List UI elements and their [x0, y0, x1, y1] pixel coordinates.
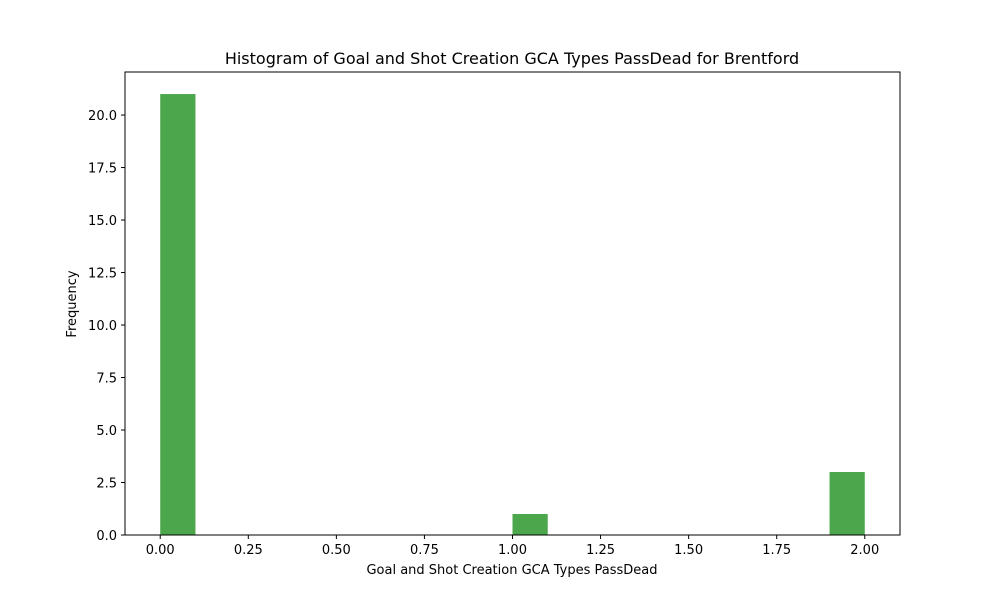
x-axis-label: Goal and Shot Creation GCA Types PassDea… — [366, 563, 657, 578]
y-tick-label: 5.0 — [96, 424, 117, 439]
histogram-bar-2 — [829, 472, 865, 535]
x-tick-label: 1.25 — [586, 543, 615, 558]
plot-frame — [124, 71, 901, 536]
chart-title: Histogram of Goal and Shot Creation GCA … — [225, 49, 799, 68]
histogram-bar-0 — [160, 94, 196, 536]
y-axis-label: Frequency — [65, 270, 80, 337]
x-tick-label: 0.25 — [234, 543, 263, 558]
y-tick-label: 7.5 — [96, 372, 117, 387]
x-tick-label: 0.00 — [146, 543, 175, 558]
x-tick-label: 1.00 — [498, 543, 527, 558]
x-tick-label: 2.00 — [850, 543, 879, 558]
x-tick-label: 0.75 — [410, 543, 439, 558]
y-tick-label: 15.0 — [88, 214, 117, 229]
y-axis: 0.0 2.5 5.0 7.5 10.0 12.5 15.0 17.5 20.0 — [88, 109, 125, 544]
bars-group — [160, 94, 865, 536]
y-tick-label: 10.0 — [88, 319, 117, 334]
x-tick-label: 1.75 — [762, 543, 791, 558]
y-tick-label: 0.0 — [96, 529, 117, 544]
y-tick-label: 17.5 — [88, 162, 117, 177]
y-tick-label: 12.5 — [88, 267, 117, 282]
y-tick-label: 20.0 — [88, 109, 117, 124]
histogram-bar-1 — [512, 514, 548, 535]
x-tick-label: 0.50 — [322, 543, 351, 558]
x-tick-label: 1.50 — [674, 543, 703, 558]
y-tick-label: 2.5 — [96, 477, 117, 492]
x-axis: 0.00 0.25 0.50 0.75 1.00 1.25 1.50 1.75 2.00 — [146, 535, 879, 558]
